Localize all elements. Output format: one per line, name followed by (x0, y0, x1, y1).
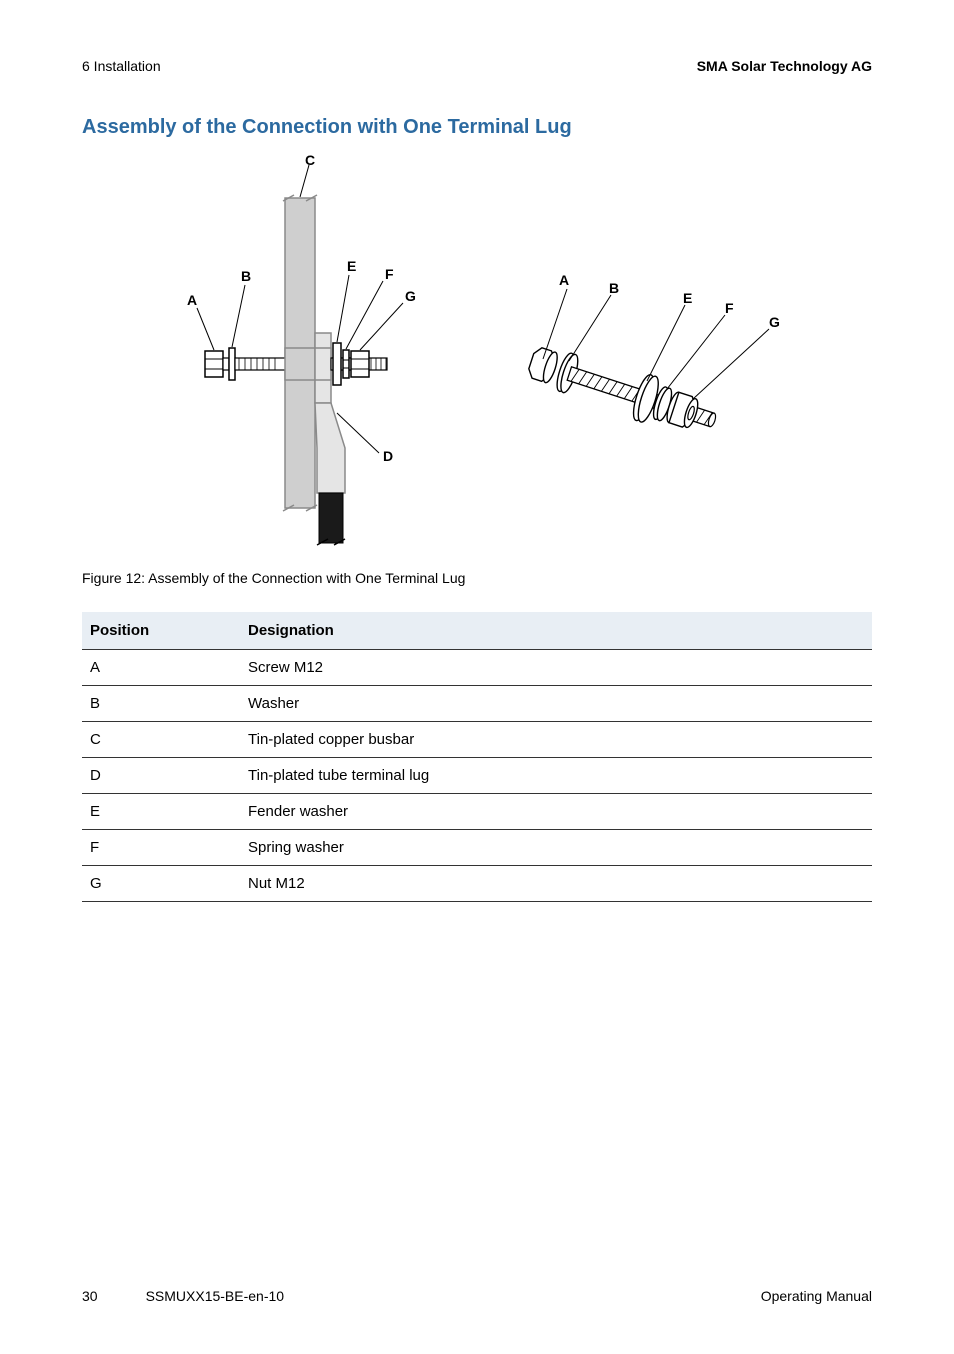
iso-label-f: F (725, 300, 734, 316)
table-row: AScrew M12 (82, 650, 872, 686)
page-header: 6 Installation SMA Solar Technology AG (82, 58, 872, 74)
table-header-row: Position Designation (82, 612, 872, 650)
label-a: A (187, 292, 197, 308)
label-e: E (347, 258, 356, 274)
col-position: Position (82, 612, 240, 650)
header-company: SMA Solar Technology AG (697, 58, 872, 74)
diagram-row: A B C D E F G (82, 153, 872, 558)
iso-label-b: B (609, 280, 619, 296)
label-c: C (305, 153, 315, 168)
iso-label-e: E (683, 290, 692, 306)
parts-table: Position Designation AScrew M12 BWasher … (82, 612, 872, 902)
label-b: B (241, 268, 251, 284)
diagram-side-view: A B C D E F G (127, 153, 467, 558)
table-row: FSpring washer (82, 830, 872, 866)
table-row: EFender washer (82, 794, 872, 830)
table-row: CTin-plated copper busbar (82, 722, 872, 758)
footer-right: Operating Manual (761, 1288, 872, 1304)
iso-label-g: G (769, 314, 780, 330)
section-title: Assembly of the Connection with One Term… (82, 116, 872, 139)
table-row: BWasher (82, 686, 872, 722)
table-row: GNut M12 (82, 866, 872, 902)
doc-id: SSMUXX15-BE-en-10 (146, 1288, 285, 1304)
col-designation: Designation (240, 612, 872, 650)
header-section: 6 Installation (82, 58, 161, 74)
iso-label-a: A (559, 272, 569, 288)
page-footer: 30 SSMUXX15-BE-en-10 Operating Manual (82, 1288, 872, 1304)
figure-caption: Figure 12: Assembly of the Connection wi… (82, 570, 872, 586)
page-number: 30 (82, 1288, 98, 1304)
label-d: D (383, 448, 393, 464)
table-row: DTin-plated tube terminal lug (82, 758, 872, 794)
label-f: F (385, 266, 394, 282)
diagram-isometric: A B E F G (507, 243, 827, 468)
label-g: G (405, 288, 416, 304)
screw-shank (223, 358, 229, 370)
